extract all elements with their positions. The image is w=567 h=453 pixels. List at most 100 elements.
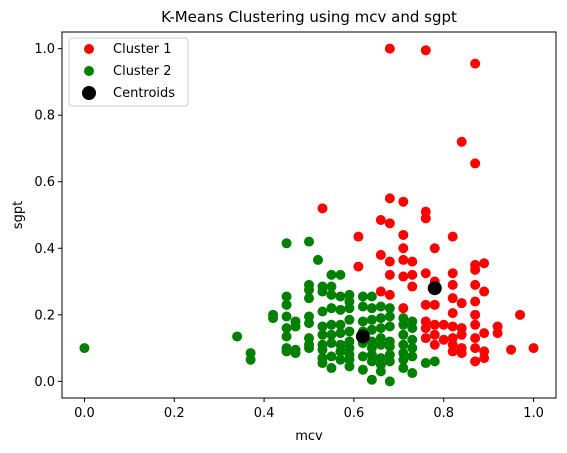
- cluster-2-point: [326, 303, 337, 314]
- cluster-2-point: [344, 314, 355, 325]
- cluster-2-point: [326, 319, 337, 330]
- cluster-2-point: [281, 346, 292, 357]
- x-axis-ticks: 0.0 0.2 0.4 0.6 0.8 1.0: [74, 398, 544, 421]
- y-tick-label: 0.4: [34, 242, 55, 257]
- y-axis-label: sgpt: [11, 201, 26, 229]
- cluster-2-point: [407, 316, 418, 327]
- cluster-2-point: [366, 356, 377, 367]
- cluster-2-point: [268, 313, 279, 324]
- cluster-1-point: [384, 289, 395, 300]
- cluster-1-point: [375, 214, 386, 225]
- cluster-1-point: [528, 343, 539, 354]
- cluster-2-point: [398, 329, 409, 340]
- cluster-2-point: [304, 293, 314, 304]
- cluster-2-point: [290, 348, 301, 359]
- cluster-1-point: [506, 344, 517, 355]
- cluster-2-point: [375, 323, 386, 334]
- cluster-1-point: [375, 249, 386, 260]
- cluster-1-point: [353, 261, 364, 272]
- cluster-1-point: [429, 299, 440, 310]
- cluster-1-point: [456, 136, 467, 147]
- cluster-1-point: [470, 264, 481, 275]
- cluster-1-point: [479, 328, 490, 339]
- cluster-2-point: [281, 291, 292, 302]
- cluster-2-point: [79, 343, 90, 354]
- cluster-2-point: [366, 291, 377, 302]
- cluster-2-point: [375, 339, 386, 350]
- cluster-2-point: [398, 339, 409, 350]
- x-tick-label: 0.8: [433, 406, 454, 421]
- cluster-2-point: [384, 321, 395, 332]
- cluster-1-point: [429, 339, 440, 350]
- cluster-2-point: [344, 361, 355, 372]
- x-tick-label: 0.4: [254, 406, 275, 421]
- cluster-2-point: [335, 291, 346, 302]
- points-layer: [79, 43, 539, 387]
- cluster-1-point: [470, 343, 481, 354]
- cluster-2-point: [357, 291, 368, 302]
- cluster-1-point: [470, 356, 481, 367]
- cluster-2-point: [281, 331, 292, 342]
- cluster-2-point: [326, 281, 337, 292]
- cluster-2-point: [281, 238, 292, 249]
- cluster-2-point: [290, 321, 301, 332]
- cluster-2-point: [398, 319, 409, 330]
- cluster-2-point: [375, 313, 386, 324]
- cluster-2-point: [281, 299, 292, 310]
- legend: Cluster 1 Cluster 2 Centroids: [68, 37, 189, 107]
- cluster-2-point: [357, 364, 368, 375]
- cluster-2-point: [357, 316, 368, 327]
- cluster-2-point: [326, 269, 337, 280]
- cluster-2-point: [366, 374, 377, 385]
- cluster-2-point: [281, 311, 292, 322]
- cluster-1-point: [429, 319, 440, 330]
- cluster-2-point: [326, 289, 337, 300]
- cluster-2-point: [335, 269, 346, 280]
- x-tick-label: 0.0: [74, 406, 95, 421]
- cluster-1-point: [398, 303, 409, 314]
- cluster-2-point: [407, 334, 418, 345]
- cluster-1-point: [429, 243, 440, 254]
- cluster-2-point: [357, 301, 368, 312]
- cluster-1-point: [456, 329, 467, 340]
- cluster-1-point: [375, 286, 386, 297]
- cluster-1-point: [438, 334, 449, 345]
- cluster-1-point: [398, 243, 409, 254]
- cluster-1-point: [470, 279, 481, 290]
- cluster-2-point: [420, 358, 431, 369]
- axes-frame: [61, 31, 557, 399]
- cluster-2-point: [375, 366, 386, 377]
- cluster-2-point: [384, 376, 395, 387]
- cluster-1-point: [447, 321, 458, 332]
- cluster-1-point: [479, 258, 490, 269]
- cluster-1-point: [470, 309, 481, 320]
- chart-title: K-Means Clustering using mcv and sgpt: [161, 8, 457, 26]
- cluster-1-point: [429, 329, 440, 340]
- cluster-2-point: [344, 303, 355, 314]
- cluster-2-point: [326, 329, 337, 340]
- x-axis-label: mcv: [295, 429, 323, 444]
- cluster-2-point: [398, 363, 409, 374]
- y-tick-label: 1.0: [34, 42, 55, 57]
- x-tick-label: 0.2: [164, 406, 185, 421]
- y-tick-label: 0.0: [34, 375, 55, 390]
- cluster-2-point: [398, 354, 409, 365]
- cluster-2-point: [366, 324, 377, 335]
- cluster-1-point: [470, 58, 481, 69]
- cluster-1-point: [398, 229, 409, 240]
- cluster-2-point: [366, 303, 377, 314]
- cluster-1-point: [384, 218, 395, 229]
- cluster-1-point: [384, 43, 395, 54]
- cluster-1-point: [447, 293, 458, 304]
- cluster-1-point: [420, 268, 431, 279]
- cluster-2-point: [335, 304, 346, 315]
- cluster-1-point: [420, 323, 431, 334]
- cluster-2-point: [384, 356, 395, 367]
- legend-marker: [84, 66, 94, 76]
- cluster-1-point: [470, 319, 481, 330]
- cluster-2-point: [317, 321, 328, 332]
- cluster-2-point: [317, 286, 328, 297]
- y-tick-label: 0.8: [34, 109, 55, 124]
- cluster-2-point: [317, 306, 328, 317]
